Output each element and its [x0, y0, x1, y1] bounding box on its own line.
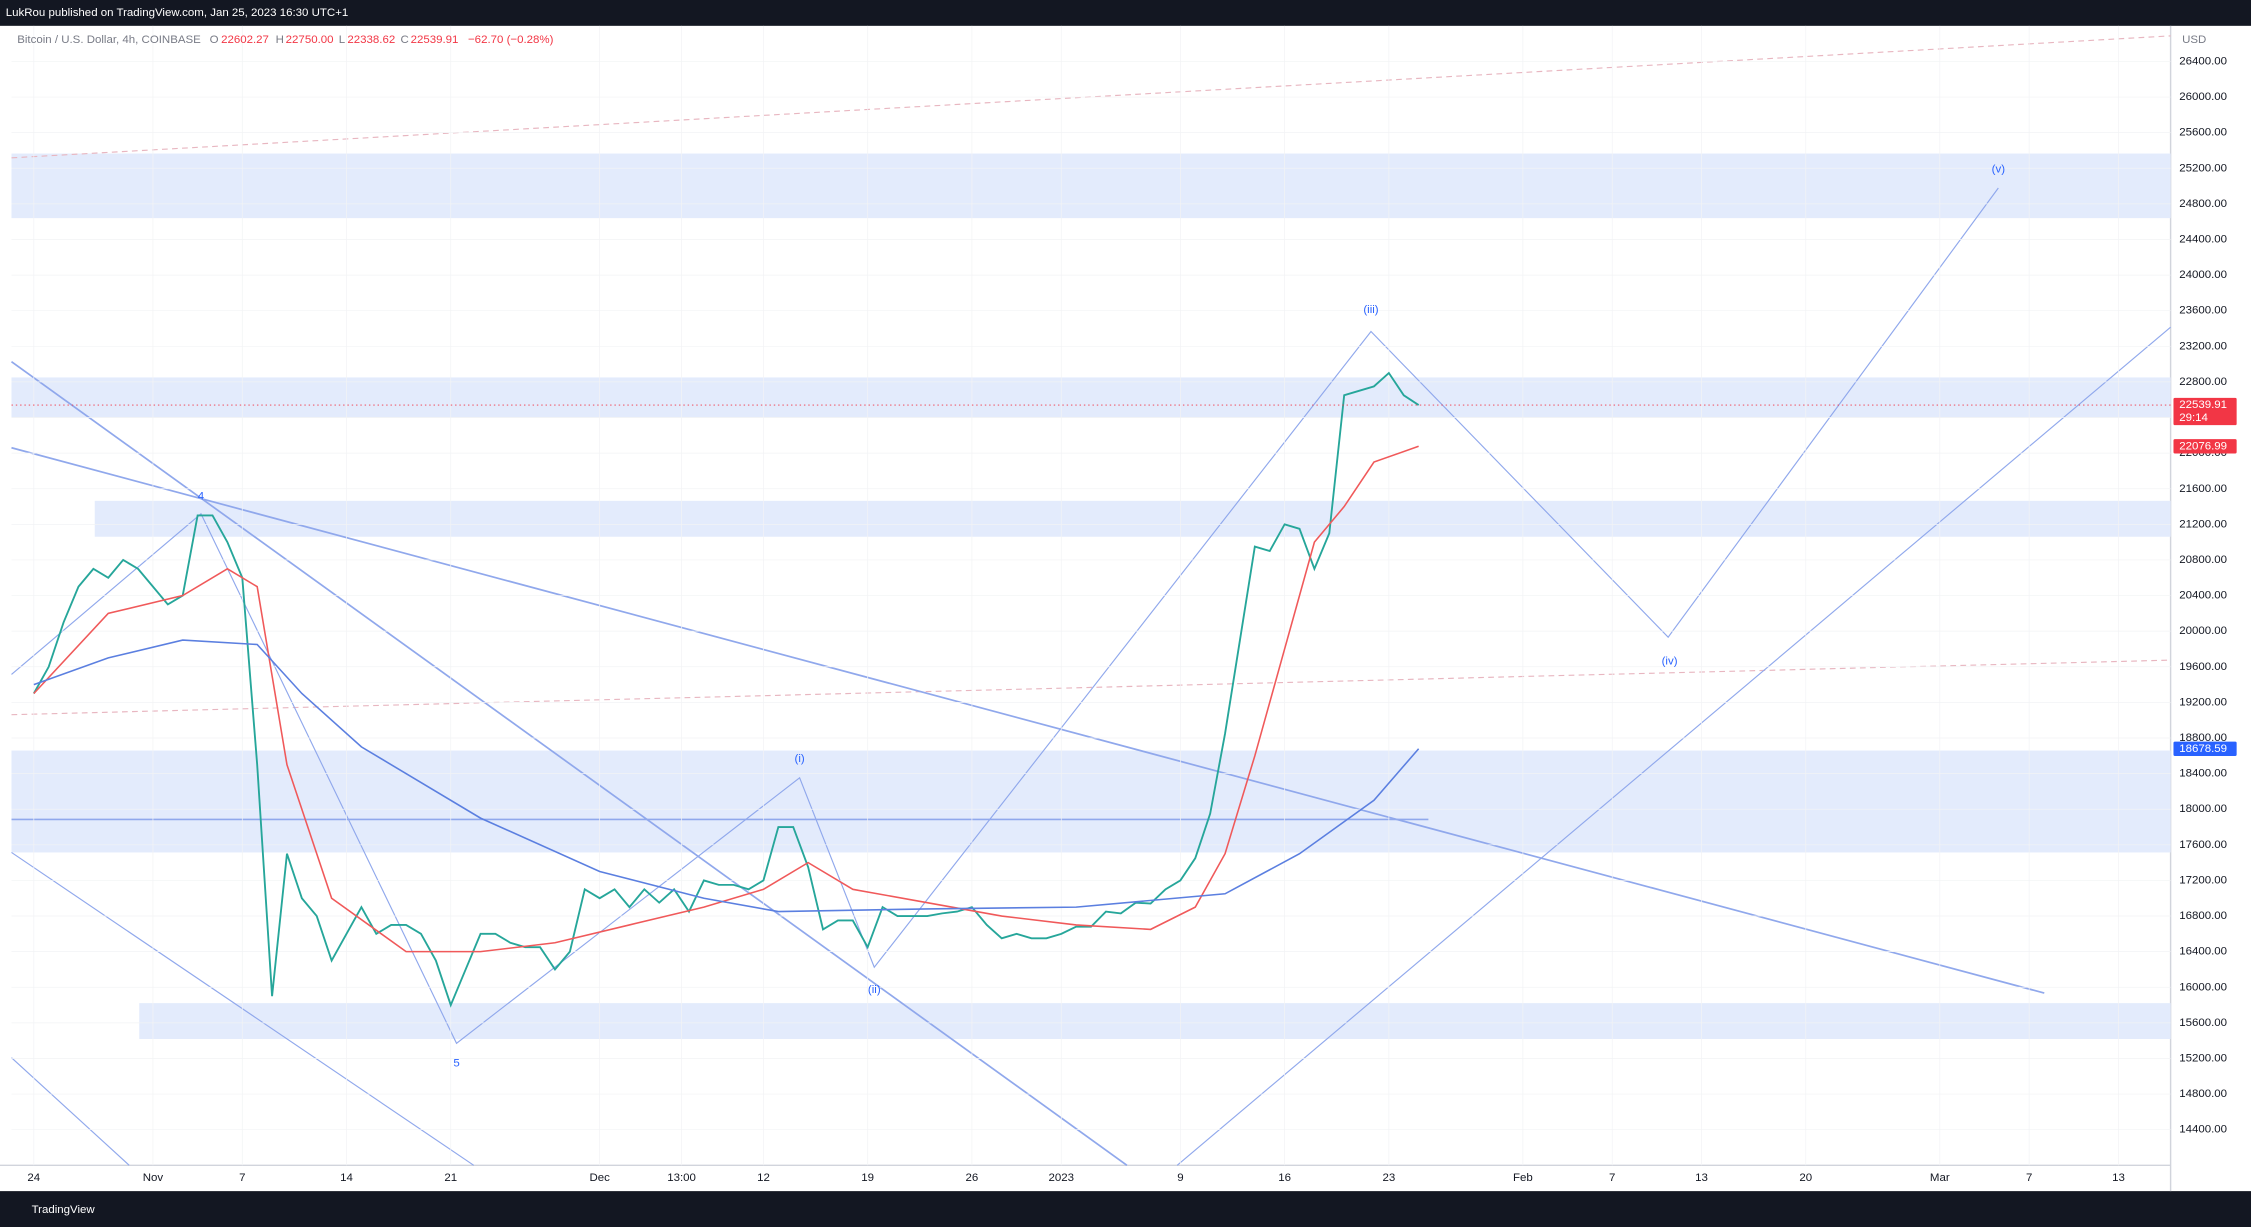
y-tick-label: 20400.00	[2179, 590, 2227, 602]
zone	[139, 1003, 2171, 1040]
x-tick-label: 14	[340, 1172, 353, 1184]
y-tick-label: 22800.00	[2179, 376, 2227, 388]
y-tick-label: 17600.00	[2179, 839, 2227, 851]
x-tick-label: Dec	[589, 1172, 610, 1184]
x-tick-label: 7	[239, 1172, 245, 1184]
y-tick-label: 24400.00	[2179, 234, 2227, 246]
y-tick-label: 17200.00	[2179, 874, 2227, 886]
y-tick-label: 18400.00	[2179, 768, 2227, 780]
wave-label: (iii)	[1363, 304, 1378, 316]
y-tick-label: 15600.00	[2179, 1017, 2227, 1029]
zone	[11, 153, 2171, 219]
wave-label: (i)	[795, 753, 805, 765]
wave-label: 4	[198, 491, 205, 503]
price-tag	[2173, 397, 2237, 426]
zone	[11, 377, 2171, 418]
price-tag-label: 22076.99	[2179, 440, 2227, 452]
x-tick-label: Nov	[143, 1172, 164, 1184]
y-tick-label: 14400.00	[2179, 1124, 2227, 1136]
o-label: O	[210, 34, 219, 46]
y-tick-label: 16000.00	[2179, 981, 2227, 993]
wave-label: (ii)	[868, 984, 881, 996]
trendline	[1176, 326, 2171, 1166]
unit: USD	[2182, 34, 2206, 46]
y-tick-label: 18000.00	[2179, 803, 2227, 815]
x-tick-label: 13	[2112, 1172, 2125, 1184]
x-tick-label: 12	[757, 1172, 770, 1184]
y-tick-label: 26400.00	[2179, 55, 2227, 67]
zone	[94, 500, 2171, 537]
x-tick-label: 2023	[1049, 1172, 1075, 1184]
y-tick-label: 20000.00	[2179, 625, 2227, 637]
y-tick-label: 21200.00	[2179, 518, 2227, 530]
y-tick-label: 15200.00	[2179, 1052, 2227, 1064]
plot	[11, 25, 2171, 1166]
l-label: L	[339, 34, 345, 46]
x-tick-label: 19	[861, 1172, 874, 1184]
series-line	[33, 445, 1419, 953]
wave-path	[11, 187, 1999, 1045]
y-tick-label: 19600.00	[2179, 661, 2227, 673]
y-tick-label: 24800.00	[2179, 198, 2227, 210]
x-tick-label: Mar	[1930, 1172, 1950, 1184]
y-tick-label: 24000.00	[2179, 269, 2227, 281]
x-tick-label: 23	[1382, 1172, 1395, 1184]
close: 22539.91	[411, 34, 459, 46]
trendline	[10, 360, 1128, 1166]
brand: TradingView	[32, 1204, 96, 1216]
top-bar	[0, 0, 2251, 26]
x-tick-label: 13:00	[667, 1172, 696, 1184]
bottom-bar	[0, 1191, 2251, 1227]
series-line	[33, 371, 1420, 1008]
x-tick-label: Feb	[1513, 1172, 1533, 1184]
price-tag-sub: 29:14	[2179, 412, 2208, 424]
publisher: LukRou published on TradingView.com, Jan…	[6, 7, 349, 19]
y-tick-label: 16400.00	[2179, 946, 2227, 958]
wave-label: (iv)	[1662, 656, 1678, 668]
change: −62.70 (−0.28%)	[468, 34, 554, 46]
y-tick-label: 14800.00	[2179, 1088, 2227, 1100]
zones	[11, 153, 2171, 1040]
price-tag	[2173, 741, 2237, 756]
zone	[11, 750, 2171, 853]
y-tick-label: 18800.00	[2179, 732, 2227, 744]
h-label: H	[276, 34, 284, 46]
series-line	[33, 639, 1420, 913]
low: 22338.62	[347, 34, 395, 46]
y-tick-label: 25600.00	[2179, 127, 2227, 139]
wave-label: (v)	[1992, 163, 2006, 175]
x-tick-label: 26	[966, 1172, 979, 1184]
y-tick-label: 19200.00	[2179, 696, 2227, 708]
y-tick-label: 20800.00	[2179, 554, 2227, 566]
y-tick-label: 26000.00	[2179, 91, 2227, 103]
symbol: Bitcoin / U.S. Dollar, 4h, COINBASE	[17, 34, 201, 46]
y-tick-label: 16800.00	[2179, 910, 2227, 922]
x-tick-label: 16	[1278, 1172, 1291, 1184]
x-tick-label: 24	[27, 1172, 40, 1184]
c-label: C	[401, 34, 409, 46]
trendline	[11, 1057, 130, 1166]
price-tag-label: 22539.91	[2179, 399, 2227, 411]
x-tick-label: 9	[1177, 1172, 1183, 1184]
wave-label: 5	[453, 1057, 459, 1069]
y-tick-label: 25200.00	[2179, 162, 2227, 174]
x-tick-label: 21	[444, 1172, 457, 1184]
x-tick-label: 20	[1799, 1172, 1812, 1184]
x-tick-label: 7	[2026, 1172, 2032, 1184]
high: 22750.00	[286, 34, 334, 46]
open: 22602.27	[221, 34, 269, 46]
dashed-line	[11, 35, 2171, 159]
x-tick-label: 7	[1609, 1172, 1615, 1184]
y-tick-label: 21600.00	[2179, 483, 2227, 495]
y-tick-label: 23600.00	[2179, 305, 2227, 317]
trendline	[11, 446, 2045, 994]
price-tag	[2173, 439, 2237, 454]
y-tick-label: 23200.00	[2179, 340, 2227, 352]
price-tag-label: 18678.59	[2179, 743, 2227, 755]
x-tick-label: 13	[1695, 1172, 1708, 1184]
dashed-line	[11, 659, 2171, 716]
